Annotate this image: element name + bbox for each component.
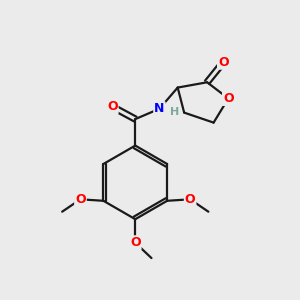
- Text: H: H: [170, 107, 179, 117]
- Text: O: O: [218, 56, 229, 69]
- Text: N: N: [154, 102, 165, 115]
- Text: O: O: [130, 236, 141, 249]
- Text: O: O: [185, 193, 195, 206]
- Text: O: O: [107, 100, 118, 113]
- Text: O: O: [223, 92, 234, 105]
- Text: O: O: [75, 193, 86, 206]
